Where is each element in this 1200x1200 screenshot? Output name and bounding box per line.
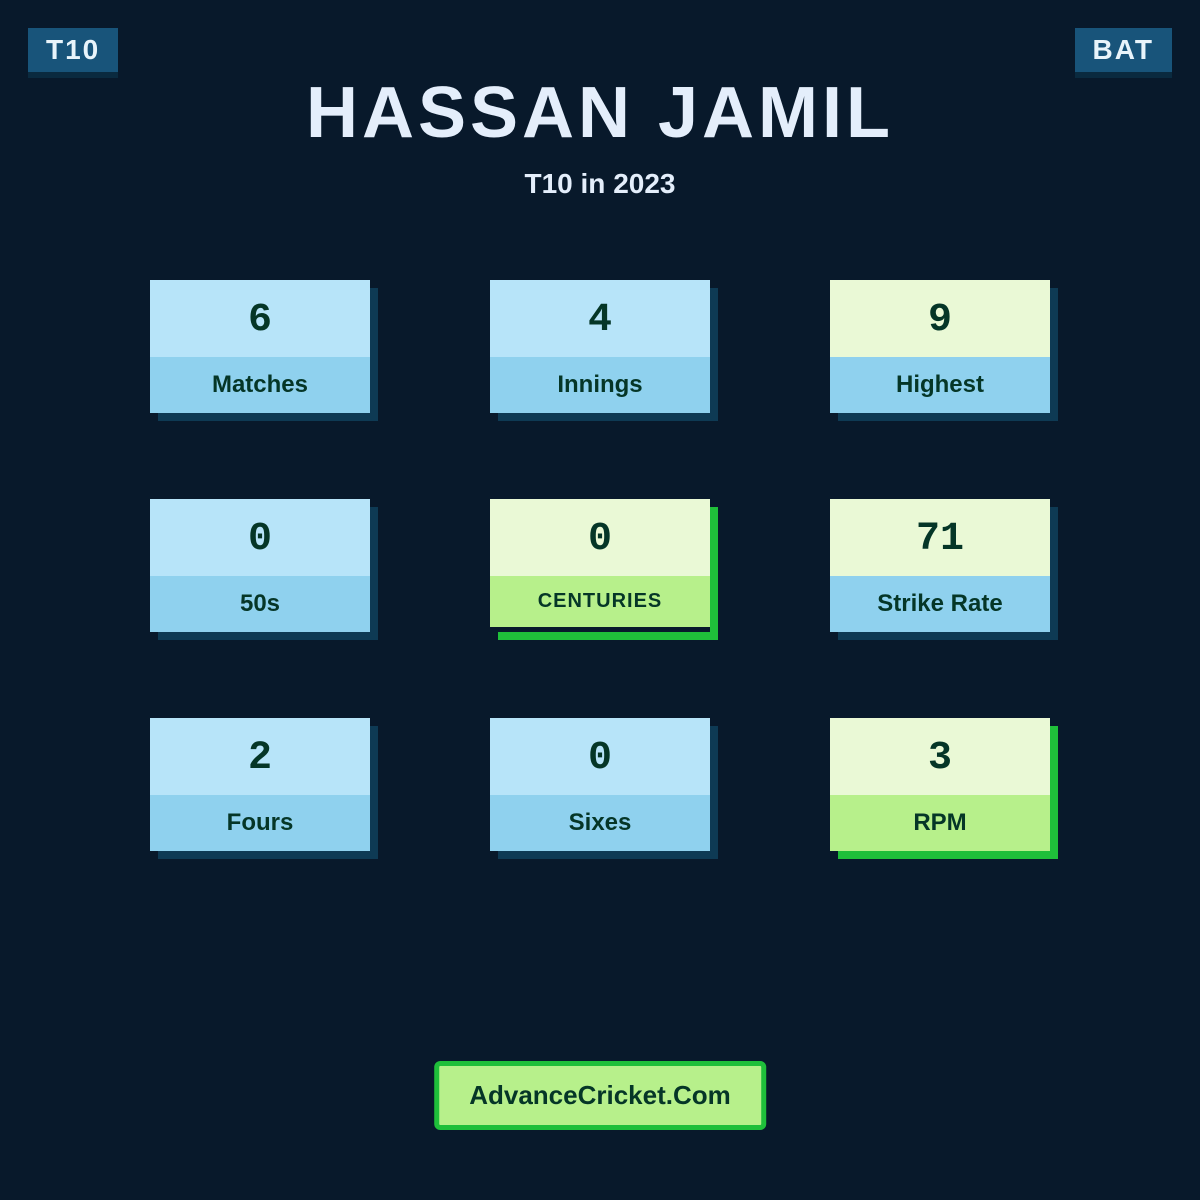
stat-card-strike-rate: 71 Strike Rate xyxy=(830,499,1050,632)
stat-card-fours: 2 Fours xyxy=(150,718,370,851)
stats-grid: 6 Matches 4 Innings 9 Highest 0 50s 0 CE… xyxy=(130,280,1070,851)
stat-label: 50s xyxy=(150,576,370,632)
stat-label: Matches xyxy=(150,357,370,413)
stat-value: 4 xyxy=(490,280,710,357)
role-badge: BAT xyxy=(1075,28,1172,78)
source-badge: AdvanceCricket.Com xyxy=(434,1061,766,1130)
stat-card-sixes: 0 Sixes xyxy=(490,718,710,851)
player-name: HASSAN JAMIL xyxy=(0,72,1200,154)
stat-value: 3 xyxy=(830,718,1050,795)
stat-value: 6 xyxy=(150,280,370,357)
stat-label: CENTURIES xyxy=(490,576,710,627)
stat-label: Innings xyxy=(490,357,710,413)
stat-card-rpm: 3 RPM xyxy=(830,718,1050,851)
stat-value: 9 xyxy=(830,280,1050,357)
stat-label: Strike Rate xyxy=(830,576,1050,632)
stat-label: Sixes xyxy=(490,795,710,851)
stat-card-centuries: 0 CENTURIES xyxy=(490,499,710,632)
stat-card-fifties: 0 50s xyxy=(150,499,370,632)
stat-value: 0 xyxy=(490,718,710,795)
stat-card-matches: 6 Matches xyxy=(150,280,370,413)
stat-card-highest: 9 Highest xyxy=(830,280,1050,413)
stat-label: Highest xyxy=(830,357,1050,413)
stat-value: 0 xyxy=(150,499,370,576)
stat-label: Fours xyxy=(150,795,370,851)
format-badge: T10 xyxy=(28,28,118,78)
stat-value: 0 xyxy=(490,499,710,576)
stat-value: 71 xyxy=(830,499,1050,576)
stat-value: 2 xyxy=(150,718,370,795)
context-subtitle: T10 in 2023 xyxy=(0,168,1200,200)
stat-label: RPM xyxy=(830,795,1050,851)
stat-card-innings: 4 Innings xyxy=(490,280,710,413)
